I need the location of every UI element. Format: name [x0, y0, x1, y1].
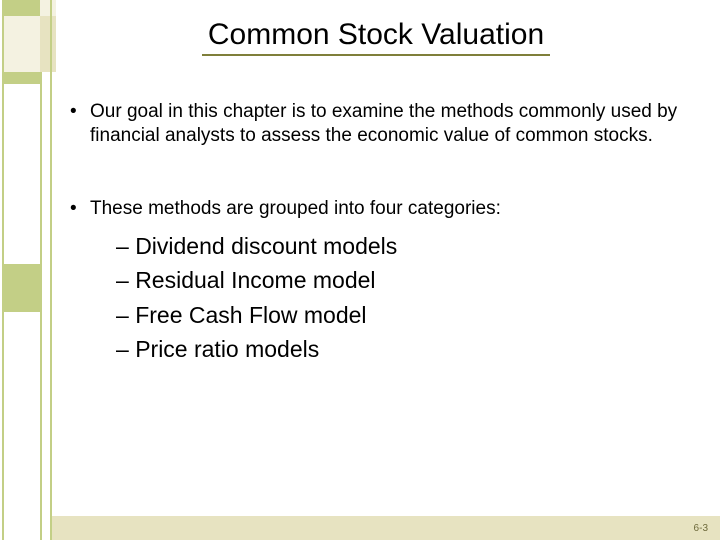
bullet-text: These methods are grouped into four cate…	[90, 197, 501, 221]
slide: Common Stock Valuation • Our goal in thi…	[0, 0, 720, 540]
deco-block	[4, 16, 40, 72]
title-container: Common Stock Valuation	[52, 14, 700, 56]
bullet-item: • These methods are grouped into four ca…	[70, 197, 684, 221]
deco-line	[2, 0, 4, 540]
sub-bullet-text: Residual Income model	[135, 267, 375, 293]
sub-bullet-text: Dividend discount models	[135, 233, 397, 259]
deco-block	[4, 312, 40, 540]
sub-bullet-item: – Price ratio models	[116, 334, 684, 364]
bullet-text: Our goal in this chapter is to examine t…	[90, 100, 684, 149]
sub-bullet-list: – Dividend discount models – Residual In…	[116, 231, 684, 364]
slide-body: • Our goal in this chapter is to examine…	[70, 100, 684, 368]
sub-bullet-text: Price ratio models	[135, 336, 319, 362]
page-number: 6-3	[694, 523, 708, 534]
left-decoration	[0, 0, 56, 540]
bullet-item: • Our goal in this chapter is to examine…	[70, 100, 684, 149]
deco-block	[4, 84, 40, 264]
sub-bullet-item: – Residual Income model	[116, 265, 684, 295]
deco-line	[40, 72, 42, 540]
bullet-marker: •	[70, 197, 90, 221]
deco-block	[4, 72, 40, 84]
sub-bullet-text: Free Cash Flow model	[135, 302, 366, 328]
bullet-marker: •	[70, 100, 90, 149]
deco-block	[4, 264, 40, 312]
deco-block	[4, 0, 40, 16]
sub-bullet-item: – Dividend discount models	[116, 231, 684, 261]
deco-line	[50, 0, 52, 540]
sub-bullet-item: – Free Cash Flow model	[116, 300, 684, 330]
slide-title: Common Stock Valuation	[202, 14, 550, 56]
footer: 6-3	[52, 516, 720, 540]
